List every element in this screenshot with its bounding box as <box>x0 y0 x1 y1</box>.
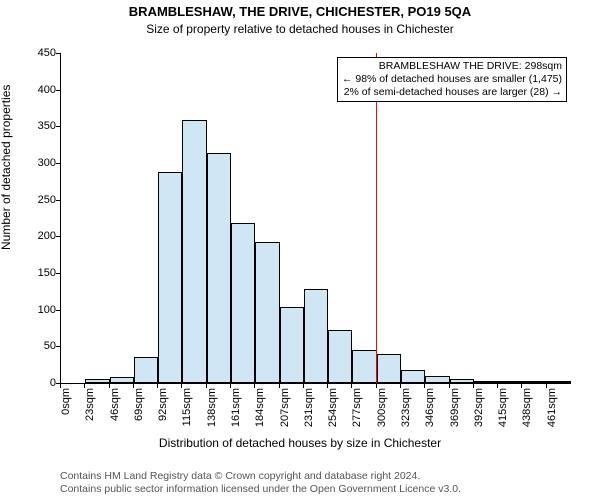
footer-line2: Contains public sector information licen… <box>60 483 461 496</box>
histogram-bar <box>304 289 328 383</box>
y-tick-label: 250 <box>20 194 56 206</box>
histogram-bar <box>85 379 109 383</box>
callout-line2: ← 98% of detached houses are smaller (1,… <box>342 73 562 86</box>
histogram-bar <box>280 307 304 383</box>
histogram-bar <box>328 330 352 383</box>
y-tick-label: 150 <box>20 267 56 279</box>
y-tick-label: 200 <box>20 230 56 242</box>
callout-line1: BRAMBLESHAW THE DRIVE: 298sqm <box>342 60 562 73</box>
histogram-bar <box>255 242 279 383</box>
footer-line1: Contains HM Land Registry data © Crown c… <box>60 470 461 483</box>
y-axis-label: Number of detached properties <box>0 85 13 250</box>
x-axis-label: Distribution of detached houses by size … <box>0 436 600 450</box>
y-tick-label: 50 <box>20 340 56 352</box>
chart-container: BRAMBLESHAW, THE DRIVE, CHICHESTER, PO19… <box>0 0 600 500</box>
chart-subtitle: Size of property relative to detached ho… <box>0 22 600 36</box>
callout-line3: 2% of semi-detached houses are larger (2… <box>342 86 562 99</box>
histogram-bar <box>110 377 134 383</box>
callout-box: BRAMBLESHAW THE DRIVE: 298sqm ← 98% of d… <box>337 57 567 102</box>
histogram-bar <box>474 381 498 383</box>
plot-area: BRAMBLESHAW THE DRIVE: 298sqm ← 98% of d… <box>60 53 571 384</box>
histogram-bar <box>498 381 522 383</box>
reference-line <box>376 53 377 383</box>
footer: Contains HM Land Registry data © Crown c… <box>60 470 461 496</box>
histogram-bar <box>377 354 401 383</box>
histogram-bar <box>522 381 546 383</box>
y-tick-label: 350 <box>20 120 56 132</box>
histogram-bar <box>401 370 425 383</box>
chart-title: BRAMBLESHAW, THE DRIVE, CHICHESTER, PO19… <box>0 4 600 19</box>
y-tick-label: 400 <box>20 84 56 96</box>
histogram-bar <box>207 153 231 383</box>
histogram-bar <box>182 120 206 383</box>
y-tick-label: 300 <box>20 157 56 169</box>
histogram-bar <box>134 357 158 383</box>
histogram-bar <box>352 350 376 383</box>
y-tick-label: 450 <box>20 47 56 59</box>
y-tick-label: 100 <box>20 304 56 316</box>
histogram-bar <box>425 376 449 383</box>
histogram-bar <box>547 381 571 383</box>
histogram-bar <box>231 223 255 383</box>
histogram-bar <box>450 379 474 383</box>
y-tick-label: 0 <box>20 377 56 389</box>
histogram-bar <box>158 172 182 383</box>
